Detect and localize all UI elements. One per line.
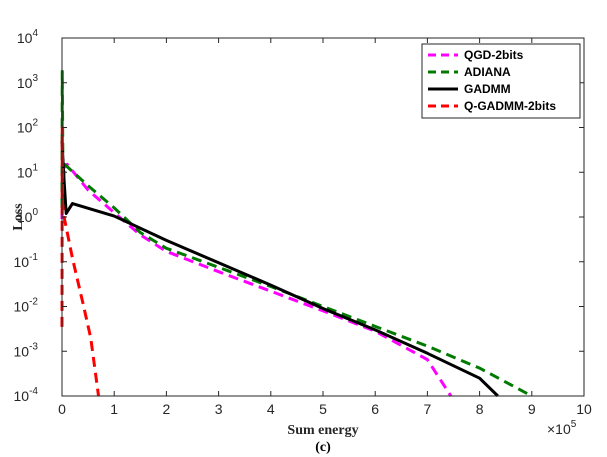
y-tick-base-2: 10: [14, 299, 30, 315]
y-tick-label-5: 101: [17, 162, 39, 180]
y-tick-label-2: 10-2: [14, 297, 39, 315]
x-tick-label-1: 1: [110, 401, 118, 417]
x-axis-label: Sum energy: [287, 423, 358, 438]
x-tick-label-7: 7: [424, 401, 432, 417]
y-tick-exp-0: -4: [29, 386, 38, 397]
y-tick-label-0: 10-4: [14, 386, 39, 404]
y-tick-exp-3: -1: [29, 252, 38, 263]
y-tick-exp-1: -3: [29, 341, 38, 352]
y-tick-exp-4: 0: [32, 207, 38, 218]
y-axis-label: Loss: [11, 203, 26, 231]
x-multiplier: ×105: [547, 419, 577, 437]
x-tick-label-9: 9: [528, 401, 536, 417]
x-tick-label-5: 5: [319, 401, 327, 417]
caption: (c): [315, 440, 331, 455]
x-tick-label-8: 8: [476, 401, 484, 417]
x-tick-label-3: 3: [215, 401, 223, 417]
x-tick-label-0: 0: [58, 401, 66, 417]
legend-label-3: Q-GADMM-2bits: [464, 99, 556, 113]
y-tick-base-1: 10: [14, 343, 30, 359]
plot-frame: [61, 37, 585, 397]
y-tick-exp-7: 3: [32, 73, 38, 84]
y-tick-base-3: 10: [14, 254, 30, 270]
legend: QGD-2bits ADIANA GADMM Q-GADMM-2bits: [421, 43, 581, 119]
y-tick-exp-8: 4: [32, 28, 38, 39]
y-tick-exp-5: 1: [32, 162, 38, 173]
y-tick-base-0: 10: [14, 388, 30, 404]
y-tick-base-5: 10: [17, 164, 33, 180]
y-tick-label-7: 103: [17, 73, 39, 91]
y-tick-base-6: 10: [17, 120, 33, 136]
y-tick-exp-2: -2: [29, 297, 38, 308]
x-multiplier-base: ×10: [547, 421, 571, 437]
series-line-0: [60, 162, 453, 397]
x-tick-label-2: 2: [163, 401, 171, 417]
y-tick-exp-6: 2: [32, 118, 38, 129]
y-tick-label-4: 100: [17, 207, 39, 225]
y-tick-base-7: 10: [17, 75, 33, 91]
y-tick-label-8: 104: [17, 28, 39, 46]
series-line-2: [60, 140, 499, 398]
y-tick-label-1: 10-3: [14, 341, 39, 359]
x-axis-ticks: 0 1 2 3 4 5 6 7 8 9 10: [58, 38, 592, 417]
y-tick-label-6: 102: [17, 118, 39, 136]
legend-label-1: ADIANA: [464, 65, 511, 79]
legend-label-2: GADMM: [464, 82, 511, 96]
legend-label-0: QGD-2bits: [464, 48, 524, 62]
x-tick-label-6: 6: [371, 401, 379, 417]
x-tick-label-10: 10: [576, 401, 592, 417]
y-tick-label-3: 10-1: [14, 252, 39, 270]
y-tick-base-4: 10: [17, 209, 33, 225]
x-multiplier-exp: 5: [571, 419, 577, 430]
y-tick-base-8: 10: [17, 30, 33, 46]
x-tick-label-4: 4: [267, 401, 275, 417]
